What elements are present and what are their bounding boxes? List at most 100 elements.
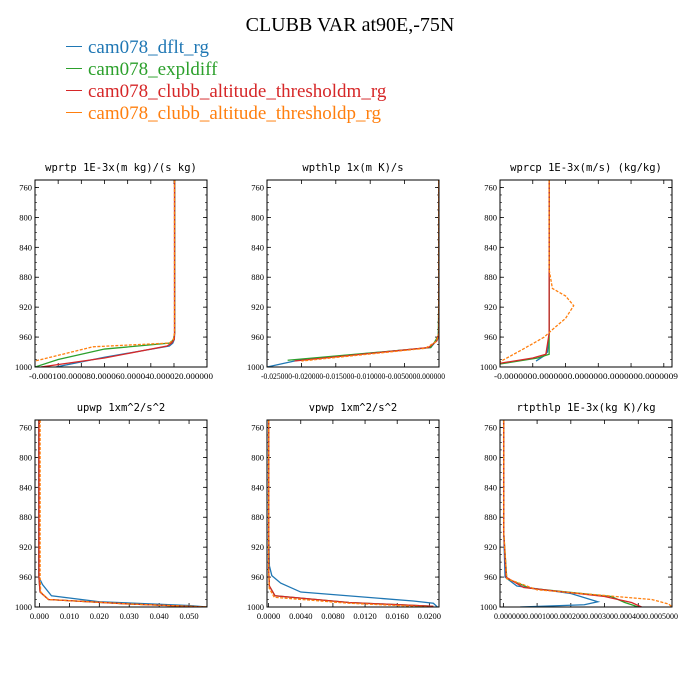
- x-tick-label: 0.040: [150, 611, 169, 621]
- x-tick-label: 0.0200: [418, 611, 441, 621]
- y-tick-label: 800: [484, 452, 497, 462]
- x-tick-labels: 0.0000000.0001000.0002000.0003000.000400…: [494, 611, 678, 621]
- x-tick-label: 0.0000: [257, 611, 280, 621]
- series-line-4: [301, 180, 439, 362]
- panel-title: wprtp 1E-3x(m kg)/(s kg): [45, 162, 197, 174]
- series-line-1: [267, 180, 439, 367]
- plot-frame: [499, 179, 673, 368]
- x-tick-labels: -0.0000000.0000000.0000000.0000000.00000…: [494, 371, 678, 381]
- series-line-2: [503, 420, 639, 607]
- y-tick-label: 880: [251, 512, 264, 522]
- legend-label-1: cam078_dflt_rg: [88, 37, 210, 58]
- plot-frame: [499, 419, 673, 608]
- series-line-1: [503, 420, 601, 607]
- series-group: [500, 180, 575, 365]
- x-tick-label: 0.010: [60, 611, 79, 621]
- y-tick-label: 840: [19, 482, 32, 492]
- panel-3: wprcp 1E-3x(m/s) (kg/kg) 760 800 840 880 920 9…: [480, 162, 678, 381]
- series-line-1: [268, 420, 438, 607]
- y-tick-label: 880: [484, 512, 497, 522]
- y-tick-label: 880: [484, 272, 497, 282]
- legend-item-2: cam078_expldiff: [66, 60, 217, 80]
- legend-item-1: cam078_dflt_rg: [66, 38, 209, 58]
- series-line-4: [500, 180, 575, 363]
- series-line-2: [287, 180, 439, 361]
- series-line-1: [38, 420, 207, 607]
- plot-frame: [266, 419, 440, 608]
- y-tick-label: 960: [251, 332, 264, 342]
- series-line-4: [268, 420, 432, 607]
- y-tick-label: 880: [19, 272, 32, 282]
- y-tick-label: 920: [19, 302, 32, 312]
- x-tick-label: 0.000: [30, 611, 49, 621]
- plot-frame: [34, 419, 208, 608]
- y-tick-label: 1000: [480, 362, 497, 372]
- series-group: [267, 180, 439, 367]
- y-tick-label: 880: [19, 512, 32, 522]
- y-tick-label: 960: [484, 572, 497, 582]
- x-tick-labels: -0.025000-0.020000-0.015000-0.010000-0.0…: [261, 371, 445, 381]
- series-group: [38, 420, 207, 607]
- y-tick-label: 1000: [480, 602, 497, 612]
- figure-title: CLUBB VAR at90E,-75N: [245, 14, 455, 36]
- panel-title: wprcp 1E-3x(m/s) (kg/kg): [510, 162, 662, 174]
- y-tick-label: 1000: [15, 362, 32, 372]
- panel-1: wprtp 1E-3x(m kg)/(s kg) 760 800 840 880 920 9…: [15, 162, 213, 381]
- series-line-2: [38, 420, 207, 607]
- y-tick-label: 880: [251, 272, 264, 282]
- y-tick-label: 920: [484, 302, 497, 312]
- y-tick-label: 760: [484, 422, 497, 432]
- y-tick-label: 840: [19, 242, 32, 252]
- y-tick-label: 840: [251, 482, 264, 492]
- y-tick-label: 920: [251, 542, 264, 552]
- series-line-1: [55, 180, 176, 367]
- panel-5: vpwp 1xm^2/s^276080084088092096010000.00…: [247, 402, 441, 621]
- y-tick-label: 920: [484, 542, 497, 552]
- plot-frame: [34, 179, 208, 368]
- series-group: [268, 420, 438, 607]
- legend-item-4: cam078_clubb_altitude_thresholdp_rg: [66, 104, 381, 124]
- y-tick-label: 800: [251, 212, 264, 222]
- series-line-3: [294, 180, 439, 362]
- x-tick-label: 0.0160: [386, 611, 409, 621]
- series-line-2: [500, 180, 550, 365]
- x-tick-label: 0.050: [179, 611, 198, 621]
- y-tick-label: 920: [251, 302, 264, 312]
- series-line-3: [268, 420, 434, 607]
- y-tick-label: 800: [19, 452, 32, 462]
- series-group: [35, 180, 176, 367]
- y-tick-label: 760: [19, 422, 32, 432]
- y-tick-label: 1000: [15, 602, 32, 612]
- y-tick-label: 800: [251, 452, 264, 462]
- series-group: [503, 420, 672, 607]
- panel-title: upwp 1xm^2/s^2: [77, 402, 166, 414]
- y-tick-label: 840: [484, 242, 497, 252]
- y-tick-label: 1000: [247, 602, 264, 612]
- y-tick-label: 760: [19, 182, 32, 192]
- y-tick-label: 960: [19, 332, 32, 342]
- x-tick-label: 0.0120: [353, 611, 376, 621]
- series-line-2: [35, 180, 176, 367]
- y-tick-label: 800: [484, 212, 497, 222]
- x-tick-label: 0.0040: [289, 611, 312, 621]
- legend-swatch-2: [66, 68, 82, 70]
- x-tick-label: 0.0080: [321, 611, 344, 621]
- series-line-3: [500, 180, 550, 364]
- y-tick-label: 760: [251, 422, 264, 432]
- panel-title: wpthlp 1x(m K)/s: [302, 162, 403, 174]
- y-tick-label: 760: [484, 182, 497, 192]
- y-tick-label: 840: [484, 482, 497, 492]
- legend-swatch-1: [66, 46, 82, 48]
- series-line-2: [268, 420, 434, 607]
- legend-label-3: cam078_clubb_altitude_thresholdm_rg: [88, 81, 387, 102]
- panel-6: rtpthlp 1E-3x(kg K)/kg 760 800 840 880 920 960…: [480, 402, 678, 621]
- legend-label-2: cam078_expldiff: [88, 59, 218, 80]
- panel-4: upwp 1xm^2/s^2 760 800 840 880 920 960 10000.00…: [15, 402, 208, 621]
- series-line-3: [40, 180, 176, 367]
- legend-label-4: cam078_clubb_altitude_thresholdp_rg: [88, 103, 382, 124]
- y-tick-label: 960: [251, 572, 264, 582]
- y-tick-label: 960: [484, 332, 497, 342]
- series-line-3: [38, 420, 207, 607]
- y-tick-label: 800: [19, 212, 32, 222]
